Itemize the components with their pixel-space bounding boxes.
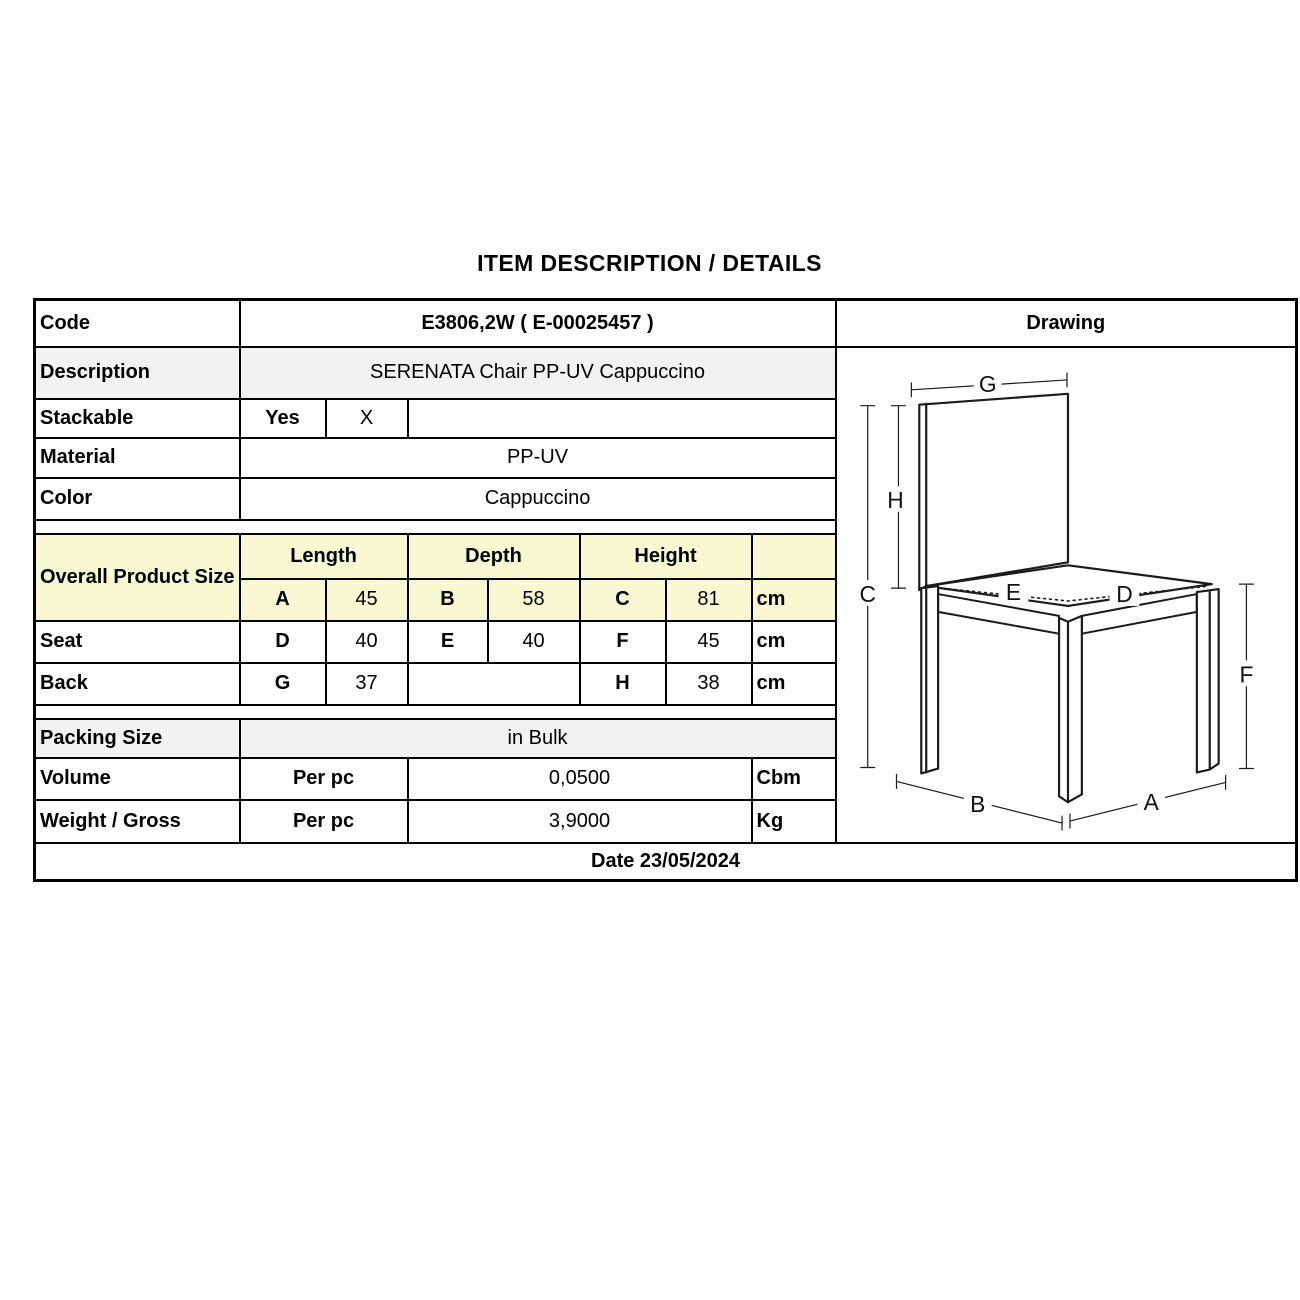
row-size-header: Overall Product Size Length Depth Height [33,532,1297,622]
dimension-labels: G H C E D F B A [854,369,1259,817]
spacer-row [33,703,1297,720]
spacer-row [33,518,1297,535]
back-val-h: 38 [664,661,753,706]
seat-label: Seat [33,619,241,664]
overall-unit: cm [750,577,837,622]
overall-val-c: 81 [664,577,753,622]
row-packing: Packing Size in Bulk [33,717,1297,759]
spacer [33,518,837,535]
code-label: Code [33,298,241,348]
size-col-unit-empty [750,532,837,580]
seat-unit: cm [750,619,837,664]
row-color: Color Cappuccino [33,476,1297,521]
row-code: Code E3806,2W ( E-00025457 ) Drawing [33,298,1298,348]
chair-outline [917,392,1220,803]
chair-seat-stitching [929,584,1210,602]
row-material: Material PP-UV [33,436,1297,479]
row-seat: Seat D 40 E 40 F 45 cm [33,619,1297,664]
weight-unit: Kg [750,798,837,844]
item-spec-table: Code E3806,2W ( E-00025457 ) Drawing Des… [33,298,1299,882]
volume-label: Volume [33,756,241,801]
packing-label: Packing Size [33,717,241,759]
volume-unit: Cbm [750,756,837,801]
stackable-mark: X [324,397,409,439]
weight-per: Per pc [238,798,409,844]
code-value: E3806,2W ( E-00025457 ) [238,298,837,348]
stackable-option: Yes [238,397,327,439]
back-val-g: 37 [324,661,409,706]
seat-key-d: D [238,619,327,664]
dim-label-f: F [1239,661,1253,687]
volume-per: Per pc [238,756,409,801]
row-stackable: Stackable Yes X [33,397,1297,439]
chair-backrest [917,392,1069,591]
overall-val-b: 58 [486,577,581,622]
overall-key-c: C [578,577,667,622]
seat-val-e: 40 [486,619,581,664]
date-value: Date 23/05/2024 [33,841,1298,882]
drawing-header: Drawing [834,298,1298,348]
row-date: Date 23/05/2024 [33,841,1298,882]
dim-label-e: E [1005,578,1020,604]
back-label: Back [33,661,241,706]
overall-key-b: B [406,577,489,622]
description-label: Description [33,345,241,400]
row-back: Back G 37 H 38 cm [33,661,1297,706]
row-size-overall: A 45 B 58 C 81 cm [35,577,1297,622]
page-title: ITEM DESCRIPTION / DETAILS [477,250,822,276]
row-volume: Volume Per pc 0,0500 Cbm [33,756,1297,801]
chair-leg-right [1195,587,1220,774]
dim-label-a: A [1143,789,1159,815]
color-value: Cappuccino [238,476,837,521]
volume-value: 0,0500 [406,756,753,801]
stackable-label: Stackable [33,397,241,439]
seat-key-e: E [406,619,489,664]
material-label: Material [33,436,241,479]
size-col-height: Height [578,532,753,580]
weight-label: Weight / Gross [33,798,241,844]
size-col-length: Length [238,532,409,580]
back-unit: cm [750,661,837,706]
drawing-cell: G H C E D F B A [834,345,1298,844]
description-value: SERENATA Chair PP-UV Cappuccino [238,345,837,400]
chair-drawing: G H C E D F B A [854,369,1259,831]
back-empty [406,661,581,706]
chair-leg-front [1057,614,1083,803]
dim-label-h: H [887,486,903,512]
color-label: Color [33,476,241,521]
stackable-empty [406,397,837,439]
dim-label-c: C [859,580,875,606]
row-description: Description SERENATA Chair PP-UV Cappucc… [33,345,1298,844]
dim-label-b: B [970,791,985,817]
seat-val-d: 40 [324,619,409,664]
spacer [33,703,837,720]
weight-value: 3,9000 [406,798,753,844]
chair-leg-left [919,584,939,775]
row-weight: Weight / Gross Per pc 3,9000 Kg [33,798,1297,844]
overall-size-label: Overall Product Size [33,532,241,622]
material-value: PP-UV [238,436,837,479]
back-key-h: H [578,661,667,706]
back-key-g: G [238,661,327,706]
size-col-depth: Depth [406,532,581,580]
packing-value: in Bulk [238,717,837,759]
seat-val-f: 45 [664,619,753,664]
overall-val-a: 45 [324,577,409,622]
dim-label-d: D [1116,580,1132,606]
overall-key-a: A [238,577,327,622]
seat-key-f: F [578,619,667,664]
dim-label-g: G [978,370,996,396]
